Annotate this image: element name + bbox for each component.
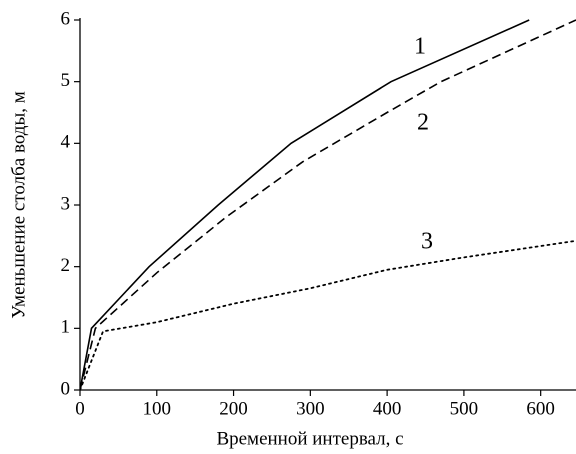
x-tick-label: 600	[526, 398, 555, 419]
series-label: 3	[421, 229, 433, 255]
y-tick-label: 0	[61, 378, 71, 399]
y-axis-label: Уменьшение столба воды, м	[8, 91, 29, 318]
line-series	[80, 19, 576, 391]
y-tick-label: 4	[61, 132, 71, 153]
y-tick-label: 6	[61, 8, 71, 29]
y-tick-label: 1	[61, 317, 71, 338]
x-tick-label: 500	[450, 398, 479, 419]
x-tick-label: 100	[143, 398, 172, 419]
line-series	[80, 19, 530, 391]
x-tick-label: 300	[296, 398, 325, 419]
x-tick-label: 200	[219, 398, 248, 419]
y-tick-label: 2	[61, 255, 71, 276]
y-tick-label: 3	[61, 193, 71, 214]
series-label: 2	[417, 110, 429, 136]
x-axis-label: Временной интервал, с	[216, 428, 403, 449]
line-series	[80, 239, 576, 391]
y-tick-label: 5	[61, 70, 71, 91]
x-tick-label: 0	[75, 398, 85, 419]
x-tick-label: 400	[373, 398, 402, 419]
series-label: 1	[414, 34, 426, 60]
